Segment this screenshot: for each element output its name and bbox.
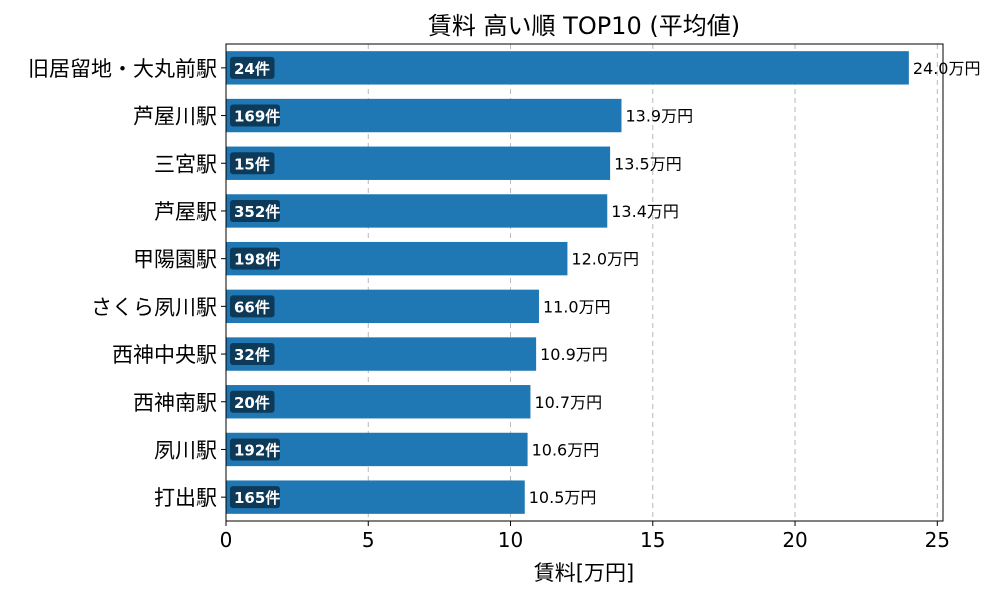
count-label: 66件 (234, 298, 270, 316)
x-tick-label: 5 (362, 528, 375, 552)
count-badge (230, 295, 275, 318)
count-label: 15件 (234, 155, 270, 173)
count-label: 20件 (234, 394, 270, 412)
bar (226, 98, 622, 133)
value-label: 13.4万円 (611, 202, 679, 221)
y-tick-label: 甲陽園駅 (133, 248, 217, 272)
y-tick-label: 芦屋駅 (154, 200, 217, 224)
count-label: 165件 (234, 489, 280, 507)
axis-layer: 旧居留地・大丸前駅芦屋川駅三宮駅芦屋駅甲陽園駅さくら夙川駅西神中央駅西神南駅夙川… (28, 43, 950, 552)
bar (226, 146, 611, 180)
chart-title: 賃料 高い順 TOP10 (平均値) (428, 12, 740, 40)
count-label: 192件 (234, 441, 280, 459)
x-tick-label: 25 (925, 528, 950, 552)
value-label: 10.7万円 (534, 393, 602, 412)
bar (226, 337, 537, 371)
x-tick-label: 20 (782, 528, 807, 552)
bar (226, 289, 539, 324)
y-tick-label: 芦屋川駅 (133, 105, 217, 129)
bar (226, 51, 909, 85)
x-tick-label: 15 (640, 528, 665, 552)
value-label: 12.0万円 (571, 250, 639, 269)
count-badge (230, 56, 275, 79)
count-label: 352件 (234, 203, 280, 221)
value-label: 11.0万円 (543, 297, 611, 316)
count-badge (230, 104, 280, 127)
bar-layer: 24件 24.0万円 169件 13.9万円 15件 13.5万円 352件 13.4万円 19… (226, 51, 980, 514)
x-axis-label: 賃料[万円] (534, 561, 634, 585)
value-label: 13.9万円 (625, 107, 693, 126)
value-label: 10.6万円 (532, 440, 600, 459)
count-badge (230, 343, 275, 366)
y-tick-label: 西神中央駅 (112, 343, 217, 367)
count-label: 24件 (234, 60, 270, 78)
count-label: 198件 (234, 251, 280, 269)
value-label: 24.0万円 (913, 59, 981, 78)
y-tick-label: 三宮駅 (154, 152, 217, 176)
count-label: 32件 (234, 346, 270, 364)
y-tick-label: 旧居留地・大丸前駅 (28, 57, 217, 81)
y-tick-label: 西神南駅 (133, 391, 217, 415)
x-tick-label: 10 (498, 528, 523, 552)
count-badge (230, 199, 280, 222)
count-badge (230, 152, 275, 175)
bar (226, 194, 608, 228)
value-label: 10.5万円 (529, 488, 597, 507)
value-label: 13.5万円 (614, 154, 682, 173)
plot-frame (225, 43, 944, 522)
bar (226, 241, 568, 276)
count-label: 169件 (234, 108, 280, 126)
value-label: 10.9万円 (540, 345, 608, 364)
y-tick-label: さくら夙川駅 (91, 295, 217, 319)
y-tick-label: 打出駅 (154, 486, 217, 510)
count-badge (230, 247, 280, 270)
count-badge (230, 438, 280, 461)
count-badge (230, 390, 275, 413)
y-tick-label: 夙川駅 (154, 438, 217, 462)
x-tick-label: 0 (220, 528, 233, 552)
bar (226, 385, 531, 419)
count-badge (230, 486, 280, 509)
